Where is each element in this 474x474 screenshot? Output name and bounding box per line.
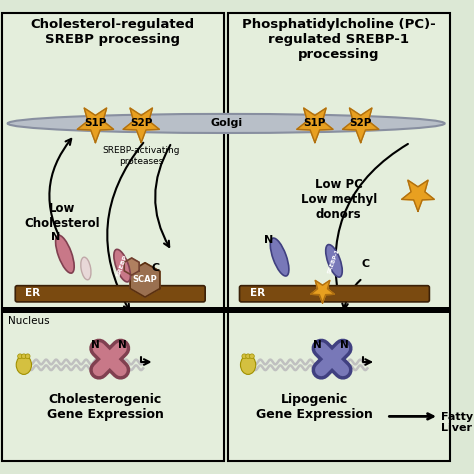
Text: S2P: S2P [130,118,153,128]
Text: SREBP-activating
proteases: SREBP-activating proteases [102,146,180,166]
Polygon shape [77,108,114,143]
Text: S2P: S2P [349,118,372,128]
Text: N: N [264,235,273,245]
Ellipse shape [246,354,250,359]
Ellipse shape [8,114,445,133]
Text: S1P: S1P [304,118,326,128]
Polygon shape [123,108,159,143]
Text: Phosphatidylcholine (PC)-
regulated SREBP-1
processing: Phosphatidylcholine (PC)- regulated SREB… [242,18,436,62]
Ellipse shape [18,354,22,359]
Ellipse shape [242,354,246,359]
Text: ER: ER [25,288,40,298]
Text: SREBP: SREBP [116,254,128,277]
Text: SREBP-1: SREBP-1 [327,248,341,274]
Text: Fatty
Liver: Fatty Liver [441,411,473,433]
Polygon shape [130,263,160,297]
Text: Low PC
Low methyl
donors: Low PC Low methyl donors [301,178,377,221]
Text: N: N [118,340,127,350]
Text: S1P: S1P [84,118,107,128]
Text: C: C [361,259,370,269]
Text: N: N [91,340,100,350]
FancyBboxPatch shape [15,286,205,302]
Polygon shape [311,281,334,303]
Bar [2,307,450,313]
Ellipse shape [326,245,342,277]
Ellipse shape [240,356,256,374]
Ellipse shape [81,257,91,280]
Text: Nucleus: Nucleus [8,316,49,326]
Bar [228,13,450,461]
Text: Lipogenic
Gene Expression: Lipogenic Gene Expression [256,392,374,420]
Text: Low
Cholesterol: Low Cholesterol [24,202,100,230]
Text: N: N [313,340,322,350]
Polygon shape [401,180,434,211]
FancyBboxPatch shape [239,286,429,302]
Polygon shape [124,258,139,275]
Text: N: N [51,232,60,242]
Ellipse shape [55,235,74,273]
Ellipse shape [25,354,30,359]
Polygon shape [297,108,333,143]
Ellipse shape [249,354,254,359]
Ellipse shape [114,249,130,282]
Text: Cholesterol-regulated
SREBP processing: Cholesterol-regulated SREBP processing [30,18,195,46]
Bar [2,13,224,461]
Polygon shape [343,108,379,143]
Text: ER: ER [250,288,265,298]
Text: N: N [340,340,349,350]
Text: Cholesterogenic
Gene Expression: Cholesterogenic Gene Expression [46,392,164,420]
Text: SCAP: SCAP [133,275,157,284]
Ellipse shape [270,238,289,276]
Ellipse shape [16,356,31,374]
Ellipse shape [21,354,26,359]
Text: Golgi: Golgi [210,118,242,128]
Text: C: C [152,264,160,273]
